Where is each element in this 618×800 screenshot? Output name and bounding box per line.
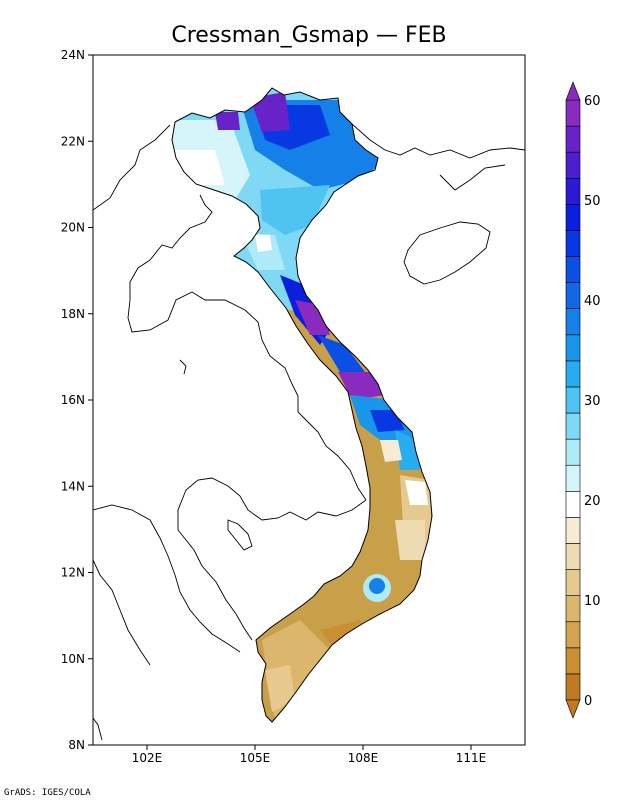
colorbar-label: 30	[584, 394, 601, 409]
colorbar-lower-arrow	[565, 699, 581, 719]
colorbar-label: 10	[584, 594, 601, 609]
colorbar-label: 50	[584, 194, 601, 209]
colorbar-segment	[565, 204, 581, 231]
lon-tick-label: 102E	[132, 751, 163, 765]
lat-tick-label: 24N	[61, 48, 85, 62]
lon-tick-label: 108E	[348, 751, 379, 765]
colorbar-segment	[565, 386, 581, 414]
lat-tick-label: 16N	[61, 393, 85, 407]
colorbar-segment	[565, 151, 581, 179]
latitude-axis: 24N 22N 20N 18N 16N 14N 12N 10N 8N	[61, 48, 93, 752]
colorbar-segment	[565, 308, 581, 336]
colorbar-segment	[565, 595, 581, 623]
colorbar-segment	[565, 99, 581, 127]
lon-tick-label: 111E	[456, 751, 487, 765]
colorbar-label: 20	[584, 494, 601, 509]
country-borders	[93, 123, 525, 741]
lat-tick-label: 10N	[61, 652, 85, 666]
colorbar-label: 0	[584, 694, 592, 709]
lat-tick-label: 12N	[61, 566, 85, 580]
colorbar-segment	[565, 569, 581, 596]
colorbar-segment	[565, 125, 581, 153]
lon-tick-label: 105E	[240, 751, 271, 765]
colorbar: 60 50 40 30 20 10 0	[565, 81, 601, 719]
colorbar-segment	[565, 438, 581, 466]
lat-tick-label: 22N	[61, 134, 85, 148]
colorbar-segment	[565, 230, 581, 257]
colorbar-segment	[565, 517, 581, 544]
colorbar-segment	[565, 282, 581, 309]
map-title: Cressman_Gsmap — FEB	[171, 23, 446, 48]
colorbar-upper-arrow	[565, 81, 581, 101]
colorbar-segment	[565, 360, 581, 388]
colorbar-segment	[565, 647, 581, 675]
lat-tick-label: 8N	[68, 738, 85, 752]
colorbar-segment	[565, 256, 581, 283]
credit-text: GrADS: IGES/COLA	[4, 788, 91, 798]
colorbar-segment	[565, 412, 581, 440]
colorbar-label: 40	[584, 294, 601, 309]
longitude-axis: 102E 105E 108E 111E	[132, 745, 487, 765]
colorbar-segment	[565, 673, 581, 701]
colorbar-segment	[565, 491, 581, 518]
lat-tick-label: 14N	[61, 479, 85, 493]
lat-tick-label: 20N	[61, 221, 85, 235]
lat-tick-label: 18N	[61, 307, 85, 321]
colorbar-segment	[565, 543, 581, 570]
colorbar-segment	[565, 621, 581, 649]
colorbar-segment	[565, 464, 581, 492]
colorbar-label: 60	[584, 94, 601, 109]
colorbar-segment	[565, 177, 581, 205]
colorbar-segment	[565, 334, 581, 362]
